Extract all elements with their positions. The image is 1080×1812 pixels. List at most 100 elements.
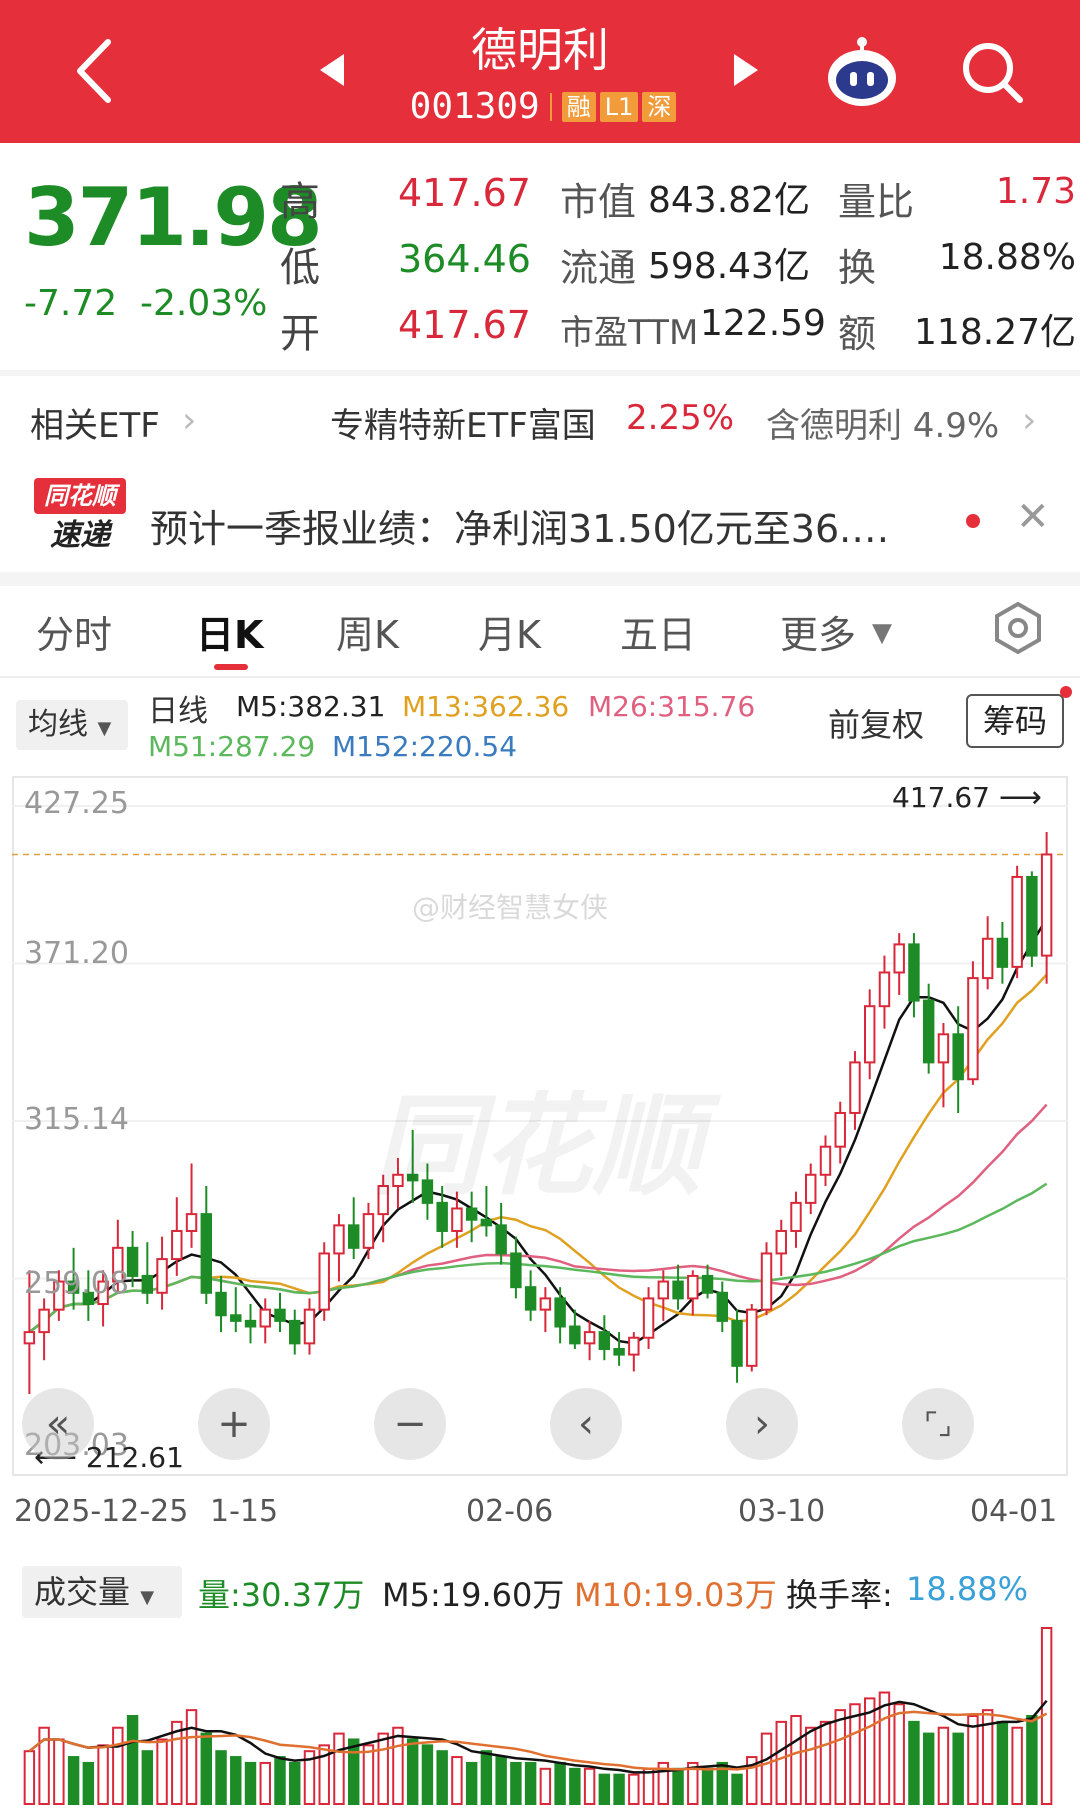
tab-intraday[interactable]: 分时 <box>36 613 113 657</box>
y-label-3: 315.14 <box>24 1102 129 1137</box>
volume-bar <box>805 1726 817 1805</box>
candle-body <box>539 1297 552 1311</box>
scroll-left-button[interactable]: ‹ <box>550 1388 622 1460</box>
settings-icon[interactable] <box>992 601 1044 655</box>
volratio-value: 1.73 <box>995 171 1076 212</box>
volume-bar <box>1026 1715 1038 1805</box>
volume-bar <box>141 1750 154 1805</box>
tab-weekly-k[interactable]: 周K <box>336 613 399 657</box>
candle-body <box>200 1213 213 1294</box>
volume-bar <box>53 1738 65 1805</box>
tab-daily-k[interactable]: 日K <box>196 613 264 657</box>
candle-body <box>259 1308 271 1328</box>
candle-body <box>819 1145 832 1176</box>
tab-five-day[interactable]: 五日 <box>620 613 697 657</box>
volume-bar <box>790 1715 802 1805</box>
ma-selector[interactable]: 均线 ▼ <box>16 700 128 750</box>
volume-bar <box>908 1720 920 1805</box>
pe-label: 市盈TTM <box>560 313 699 353</box>
arrow-right-icon: ⟶ <box>998 780 1042 815</box>
zoom-in-button[interactable]: + <box>198 1388 270 1460</box>
candle-body <box>377 1185 389 1216</box>
volume-chart[interactable] <box>12 1618 1068 1808</box>
volume-bar <box>347 1738 360 1805</box>
tab-monthly-k[interactable]: 月K <box>478 613 541 657</box>
candle-body <box>952 1033 964 1081</box>
turnover-rate-value: 18.88% <box>906 1570 1029 1608</box>
candle-body <box>141 1274 154 1294</box>
candle-body <box>392 1173 404 1188</box>
candle-body <box>598 1331 611 1350</box>
next-stock-icon[interactable] <box>732 52 760 88</box>
volume-bar <box>996 1720 1009 1805</box>
prev-stock-icon[interactable] <box>318 52 346 88</box>
volume-bar <box>200 1732 213 1805</box>
candle-body <box>863 1005 876 1064</box>
ma5-line <box>28 917 1048 1345</box>
tab-more[interactable]: 更多 <box>780 613 857 657</box>
candle-body <box>893 943 905 974</box>
news-row[interactable]: 同花顺 速递 预计一季报业绩：净利润31.50亿元至36.… ✕ <box>0 470 1080 570</box>
volume-bar <box>628 1773 640 1806</box>
candle-body <box>318 1252 330 1311</box>
float-label: 流通 <box>560 246 637 290</box>
candlestick-chart[interactable]: @财经智慧女侠 同花顺 427.25 371.20 315.14 259.08 … <box>12 776 1068 1476</box>
candle-body <box>230 1314 242 1322</box>
volume-bar <box>23 1750 36 1805</box>
search-icon[interactable] <box>960 40 1026 106</box>
volume-svg <box>23 1627 1053 1806</box>
candle-body <box>347 1224 360 1249</box>
volume-bar <box>97 1744 109 1806</box>
volume-bar <box>687 1761 699 1805</box>
chips-button[interactable]: 筹码 <box>966 694 1064 748</box>
volume-bar <box>510 1761 522 1805</box>
mktcap-label: 市值 <box>560 180 637 224</box>
volume-bar <box>849 1703 861 1805</box>
etf-name[interactable]: 专精特新ETF富国 <box>330 406 596 446</box>
candle-body <box>731 1319 743 1367</box>
volume-bar <box>377 1732 389 1805</box>
chevron-right-icon: › <box>1022 400 1037 441</box>
y-label-4: 259.08 <box>24 1266 129 1301</box>
volume-bar <box>112 1726 124 1805</box>
etf-pct: 2.25% <box>626 398 735 438</box>
news-text[interactable]: 预计一季报业绩：净利润31.50亿元至36.… <box>150 507 890 551</box>
candle-body <box>436 1201 448 1232</box>
candle-body <box>38 1308 50 1334</box>
etf-label: 相关ETF <box>30 406 160 446</box>
candle-body <box>126 1246 139 1277</box>
volume-bar <box>480 1750 493 1805</box>
ths-express-logo: 同花顺 速递 <box>34 478 126 562</box>
scroll-right-button[interactable]: › <box>726 1388 798 1460</box>
volume-bar <box>967 1715 979 1805</box>
etf-row[interactable]: 相关ETF › 专精特新ETF富国 2.25% 含德明利 4.9% › <box>0 378 1080 466</box>
candle-body <box>510 1252 522 1289</box>
y-label-5: 203.03 <box>24 1428 129 1463</box>
volume-bar <box>554 1761 566 1805</box>
volume-bar <box>524 1761 537 1805</box>
candle-body <box>967 977 979 1081</box>
candle-body <box>687 1274 699 1300</box>
ma51-line <box>28 1182 1048 1334</box>
candle-body <box>185 1213 198 1232</box>
low-marker: ⟵ 212.61 <box>34 1440 184 1475</box>
close-icon[interactable]: ✕ <box>1016 494 1050 540</box>
candle-body <box>303 1308 316 1345</box>
volume-selector[interactable]: 成交量 ▼ <box>22 1566 182 1618</box>
zoom-out-button[interactable]: − <box>374 1388 446 1460</box>
volume-bar <box>215 1750 227 1805</box>
x-label-1: 2025-12-25 <box>14 1494 189 1529</box>
volume-bar <box>274 1756 286 1805</box>
volume-bar <box>731 1773 743 1806</box>
back-icon[interactable] <box>70 36 120 106</box>
volume-bar <box>82 1761 95 1805</box>
fullscreen-button[interactable]: ⌜⌟ <box>902 1388 974 1460</box>
volume-value: 量:30.37万 <box>198 1576 365 1614</box>
rewind-button[interactable]: « <box>22 1388 94 1460</box>
robot-assistant-icon[interactable] <box>824 34 900 110</box>
turnover-rate-label: 换手率: <box>786 1576 893 1614</box>
open-value: 417.67 <box>398 303 531 347</box>
volume-bar <box>952 1732 964 1805</box>
adjust-type[interactable]: 前复权 <box>828 706 925 744</box>
chevron-right-icon: › <box>182 400 197 441</box>
